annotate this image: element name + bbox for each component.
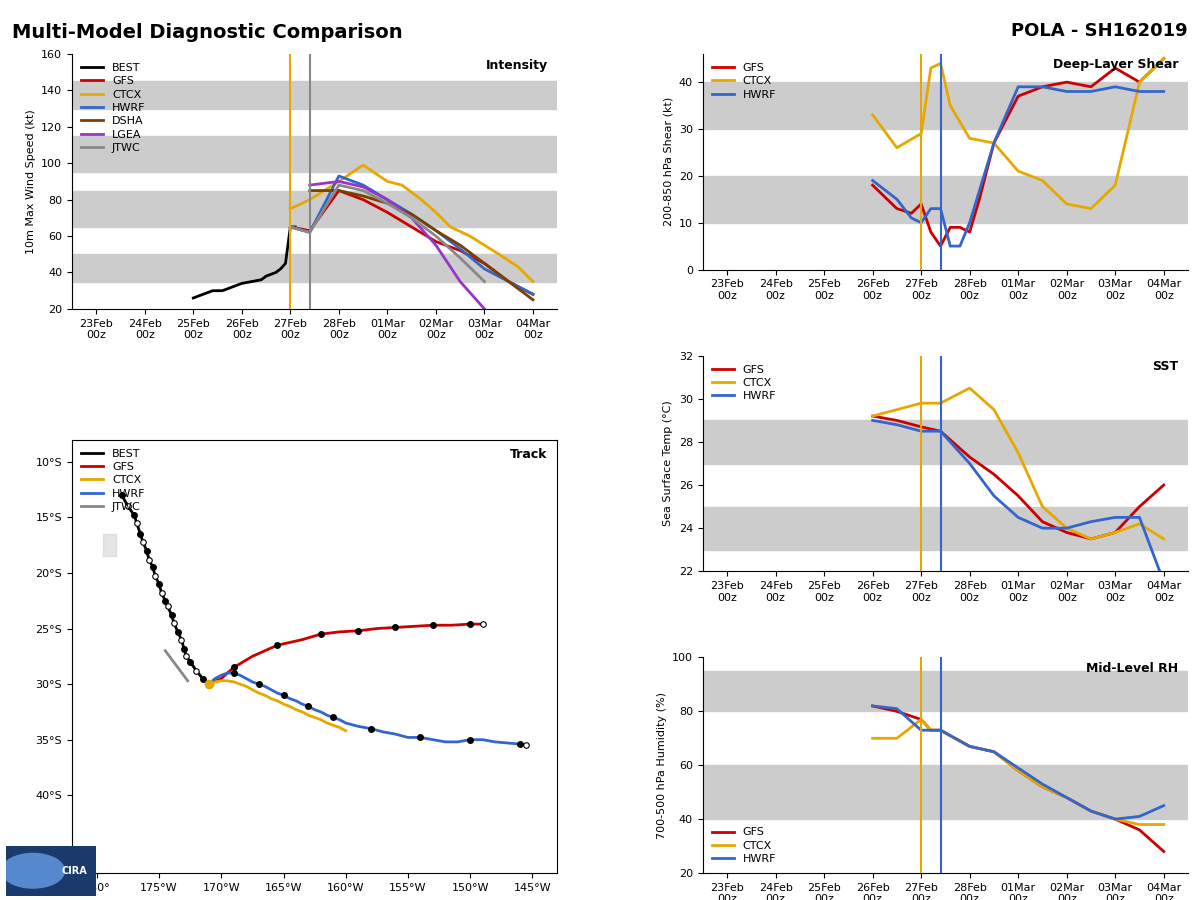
Text: SST: SST [1152,360,1178,373]
Polygon shape [103,534,115,556]
Bar [703,507,1188,550]
Text: Mid-Level RH: Mid-Level RH [1086,662,1178,675]
Y-axis label: 200-850 hPa Shear (kt): 200-850 hPa Shear (kt) [664,97,673,227]
Bar [72,136,557,172]
Text: POLA - SH162019: POLA - SH162019 [1012,22,1188,40]
Y-axis label: 700-500 hPa Humidity (%): 700-500 hPa Humidity (%) [656,692,666,839]
Text: Deep-Layer Shear: Deep-Layer Shear [1052,58,1178,71]
Text: Multi-Model Diagnostic Comparison: Multi-Model Diagnostic Comparison [12,22,403,41]
Legend: GFS, CTCX, HWRF: GFS, CTCX, HWRF [708,361,780,405]
Text: Track: Track [510,448,547,462]
Text: CIRA: CIRA [62,866,88,876]
Y-axis label: Sea Surface Temp (°C): Sea Surface Temp (°C) [664,400,673,526]
Bar [703,765,1188,819]
Bar [703,82,1188,129]
Bar [703,420,1188,464]
Legend: BEST, GFS, CTCX, HWRF, DSHA, LGEA, JTWC: BEST, GFS, CTCX, HWRF, DSHA, LGEA, JTWC [78,59,149,157]
Bar [72,255,557,282]
Text: Intensity: Intensity [485,59,547,72]
Legend: BEST, GFS, CTCX, HWRF, JTWC: BEST, GFS, CTCX, HWRF, JTWC [78,446,149,515]
Bar [703,176,1188,222]
Legend: GFS, CTCX, HWRF: GFS, CTCX, HWRF [708,824,780,868]
Y-axis label: 10m Max Wind Speed (kt): 10m Max Wind Speed (kt) [25,109,36,254]
Circle shape [1,853,65,888]
Legend: GFS, CTCX, HWRF: GFS, CTCX, HWRF [708,59,780,103]
Bar [703,670,1188,711]
Bar [72,191,557,227]
Bar [72,81,557,109]
